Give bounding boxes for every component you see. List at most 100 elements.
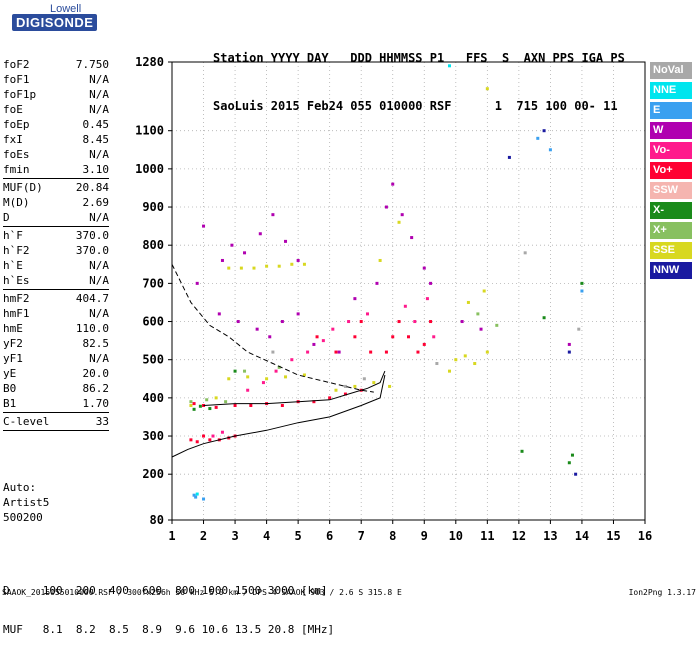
x-tick-label: 10 [449,529,463,543]
param-label: yE [3,367,17,380]
echo-point [580,281,584,285]
distance-row: D 100 200 400 600 800 1000 1500 3000 [km… [3,584,328,597]
echo-point [520,449,524,453]
echo-point [362,377,366,381]
echo-point [482,289,486,293]
echo-point [369,350,373,354]
echo-point [243,251,247,255]
echo-point [255,327,259,331]
param-row: foF1p N/A [3,87,109,102]
echo-point [198,404,202,408]
x-tick-label: 16 [638,529,652,543]
y-tick-label: 400 [142,391,164,405]
echo-point [375,281,379,285]
ionogram-plot: 1 2 3 4 5 6 7 8 9 10 11 12 13 14 15 1680200300400500600… [135,55,652,543]
axis-labels: 1 2 3 4 5 6 7 8 9 10 11 12 13 14 15 1680200300400500600… [135,55,652,543]
param-value: 370.0 [75,229,109,242]
echo-point [542,316,546,320]
echo-point [302,373,306,377]
echo-point [447,64,451,68]
param-row: h`Es N/A [3,273,109,288]
echo-point [454,358,458,362]
echo-point [580,289,584,293]
echo-point [239,266,243,270]
echo-point [277,365,281,369]
legend-item: E [650,102,692,119]
param-value: N/A [89,103,109,116]
param-row: foF2 7.750 [3,57,109,72]
param-label: h`F [3,229,23,242]
param-label: h`Es [3,274,30,287]
param-label: D [3,211,10,224]
logo-maker: Lowell [50,3,82,15]
echo-point [570,453,574,457]
legend-item: Vo- [650,142,692,159]
parameter-table: foF2 7.750 foF1 N/A foF1p N/A foE N/A foEp 0.45 fx… [3,57,109,432]
echo-point [290,358,294,362]
param-label: C-level [3,415,50,428]
echo-point [192,407,196,411]
echo-point [265,377,269,381]
echo-point [403,304,407,308]
param-label: foEs [3,148,30,161]
echo-point [429,320,433,324]
echo-point [233,404,237,407]
param-row: yF2 82.5 [3,336,109,351]
echo-point [280,320,284,324]
y-tick-label: 80 [150,513,164,527]
param-label: hmE [3,322,23,335]
echo-point [353,384,357,388]
echo-point [353,297,357,301]
param-row: h`F 370.0 [3,228,109,243]
auto-label: Auto: [3,481,37,494]
param-value: 110.0 [75,322,109,335]
echo-point [567,342,571,346]
x-tick-label: 1 [168,529,175,543]
echo-point [268,335,272,339]
param-row: MUF(D) 20.84 [3,180,109,195]
echo-point [479,327,483,331]
y-tick-label: 300 [142,429,164,443]
echo-point [422,342,426,346]
param-value: N/A [89,259,109,272]
echo-point [321,339,325,343]
x-tick-label: 13 [543,529,557,543]
echo-point [397,220,401,224]
y-tick-label: 900 [142,200,164,214]
echo-point [548,148,552,152]
x-tick-label: 12 [512,529,526,543]
polarization-legend: NoVal NNE E W Vo- Vo+ SSW X- X+ SSE NNW [650,62,692,282]
echo-point [359,320,363,324]
echo-point [343,392,347,396]
echo-point [432,335,436,339]
logo-brand: DIGISONDE [12,14,98,31]
echo-point [372,381,376,385]
param-row: B1 1.70 [3,396,109,411]
legend-item: NNE [650,82,692,99]
param-value: 82.5 [82,337,110,350]
echo-point [334,388,338,392]
y-tick-label: 500 [142,353,164,367]
echo-point [523,251,527,255]
echo-points [189,64,584,501]
echo-point [435,362,439,366]
echo-point [422,266,426,270]
version-label: Ion2Png 1.3.17 [628,588,696,597]
echo-point [274,369,278,373]
echo-point [542,129,546,133]
param-value: N/A [89,88,109,101]
echo-point [217,312,221,316]
echo-point [429,281,433,285]
param-value: 8.45 [82,133,110,146]
echo-point [536,136,540,140]
echo-point [485,87,489,91]
y-tick-label: 600 [142,315,164,329]
echo-point [485,350,489,354]
solid-trace [203,370,386,406]
x-tick-label: 15 [606,529,620,543]
param-label: foF2 [3,58,30,71]
echo-point [195,440,199,444]
echo-point [425,297,429,301]
echo-point [243,369,247,373]
echo-point [343,384,347,388]
